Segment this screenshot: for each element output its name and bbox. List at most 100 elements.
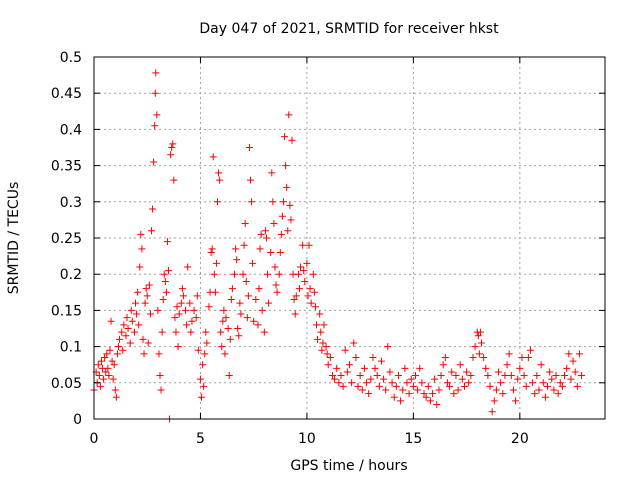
- data-point: [294, 270, 302, 278]
- data-point: [123, 314, 131, 322]
- data-point: [227, 296, 235, 304]
- data-point: [291, 310, 299, 318]
- data-point: [146, 310, 154, 318]
- data-point: [178, 285, 186, 293]
- data-point: [96, 382, 104, 390]
- data-point: [394, 372, 402, 380]
- data-point: [533, 372, 541, 380]
- y-tick-label: 0.15: [51, 303, 82, 319]
- grid-lines: [94, 57, 605, 419]
- data-point: [437, 372, 445, 380]
- data-point: [219, 317, 227, 325]
- data-point: [138, 245, 146, 253]
- data-point: [254, 321, 262, 329]
- data-point: [252, 296, 260, 304]
- data-point: [245, 144, 253, 151]
- data-point: [190, 306, 198, 314]
- data-point: [160, 270, 168, 278]
- data-point: [163, 238, 171, 246]
- data-point: [250, 317, 258, 325]
- data-point: [456, 361, 464, 369]
- data-point: [352, 353, 360, 361]
- data-point: [113, 350, 121, 358]
- data-point: [261, 227, 269, 235]
- data-point: [422, 393, 430, 401]
- y-tick-label: 0.05: [51, 376, 82, 392]
- data-point: [414, 386, 422, 394]
- data-point: [170, 176, 178, 184]
- data-point: [147, 227, 155, 235]
- data-point: [262, 234, 270, 242]
- data-point: [218, 343, 226, 351]
- data-point: [367, 375, 375, 383]
- y-tick-label: 0.5: [60, 50, 82, 66]
- data-point: [316, 310, 324, 318]
- data-point: [578, 372, 586, 380]
- data-point: [309, 270, 317, 278]
- y-tick-label: 0.45: [51, 86, 82, 102]
- data-point: [194, 346, 202, 354]
- data-point: [465, 379, 473, 387]
- y-tick-label: 0.4: [60, 122, 82, 138]
- data-point: [231, 270, 239, 278]
- data-point: [116, 335, 124, 343]
- data-point: [446, 382, 454, 390]
- data-point: [132, 299, 140, 307]
- data-point: [354, 382, 362, 390]
- data-point: [375, 382, 383, 390]
- data-point: [208, 245, 216, 253]
- data-point: [463, 368, 471, 376]
- data-point: [469, 353, 477, 361]
- data-point: [241, 220, 249, 228]
- data-point: [554, 390, 562, 398]
- data-point: [158, 328, 166, 336]
- data-point: [258, 306, 266, 314]
- data-point: [111, 386, 119, 394]
- data-point: [346, 361, 353, 369]
- data-point: [531, 390, 539, 398]
- data-point: [112, 393, 120, 401]
- data-point: [524, 353, 532, 361]
- data-point: [270, 220, 278, 228]
- data-point: [360, 364, 368, 372]
- data-point: [310, 288, 318, 296]
- data-point: [401, 364, 409, 372]
- data-point: [292, 292, 300, 300]
- data-point: [320, 321, 328, 329]
- data-point: [304, 292, 312, 300]
- data-point: [429, 390, 437, 398]
- data-point: [507, 372, 515, 380]
- data-point: [124, 325, 132, 332]
- data-point: [248, 198, 256, 206]
- data-point: [467, 372, 475, 380]
- data-point: [237, 310, 245, 318]
- data-point: [331, 375, 339, 383]
- data-point: [104, 364, 112, 372]
- data-point: [403, 379, 411, 387]
- data-point: [539, 379, 547, 387]
- data-point: [172, 328, 180, 336]
- data-point: [213, 198, 221, 206]
- data-point: [184, 263, 192, 271]
- data-point: [110, 361, 118, 369]
- data-point: [210, 270, 218, 278]
- data-point: [269, 198, 277, 206]
- data-point: [120, 321, 128, 329]
- x-axis-label: GPS time / hours: [290, 458, 407, 474]
- data-point: [236, 299, 244, 307]
- data-point: [101, 353, 109, 361]
- data-point: [348, 379, 356, 387]
- data-point: [279, 198, 287, 206]
- data-point: [569, 357, 577, 365]
- data-point: [220, 306, 228, 314]
- chart-title: Day 047 of 2021, SRMTID for receiver hks…: [199, 21, 499, 37]
- data-point: [211, 288, 219, 296]
- data-point: [105, 372, 113, 380]
- data-point: [478, 339, 486, 347]
- data-point: [471, 343, 479, 351]
- data-point: [550, 386, 558, 394]
- data-point: [272, 281, 280, 289]
- data-point: [529, 379, 537, 387]
- data-point: [390, 393, 398, 401]
- data-point: [226, 335, 234, 343]
